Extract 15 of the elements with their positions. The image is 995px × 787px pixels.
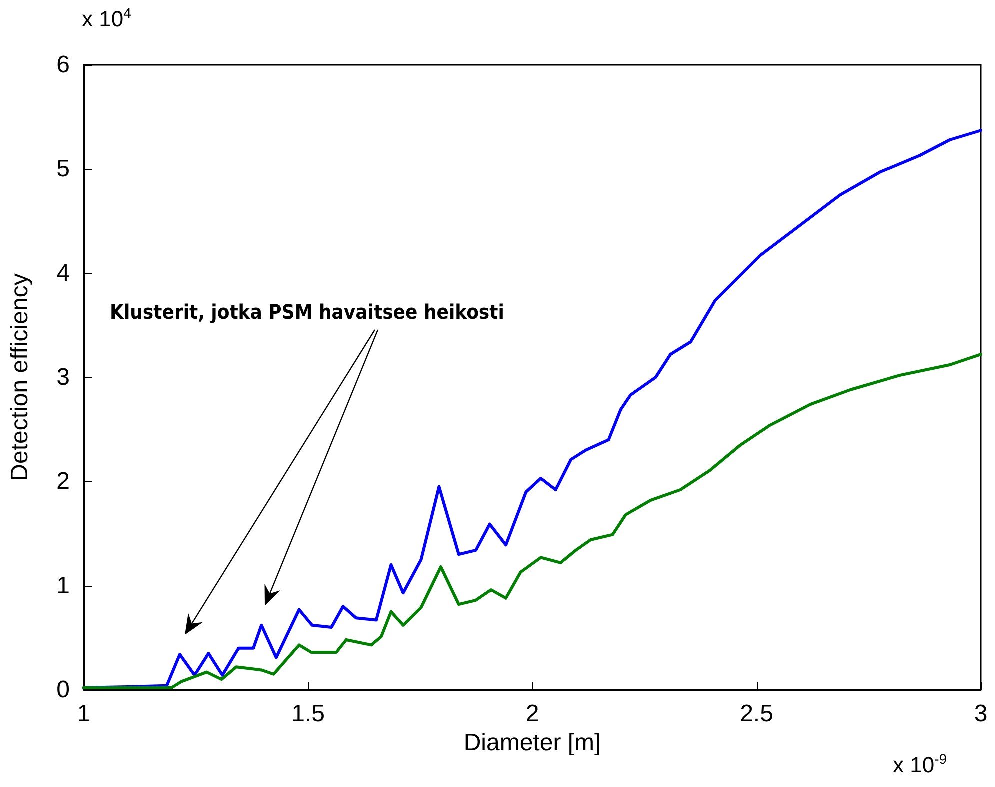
x-axis-title: Diameter [m] xyxy=(464,729,602,756)
x-tick-label: 3 xyxy=(974,700,988,728)
y-tick-label: 3 xyxy=(56,364,70,391)
y-tick-label: 4 xyxy=(56,260,70,287)
y-axis-title: Detection efficiency xyxy=(6,274,34,482)
x-tick-label: 1 xyxy=(77,700,91,728)
y-tick-label: 1 xyxy=(56,572,70,600)
x-tick-label: 1.5 xyxy=(292,700,325,728)
y-tick-label: 2 xyxy=(56,468,70,496)
y-tick-label: 6 xyxy=(56,52,70,78)
y-tick-label: 5 xyxy=(56,156,70,183)
y-tick-label: 0 xyxy=(56,676,70,704)
annotation: Klusterit, jotka PSM havaitsee heikosti xyxy=(110,300,504,324)
x-tick-label: 2.5 xyxy=(740,700,774,728)
x-tick-label: 2 xyxy=(526,700,540,728)
